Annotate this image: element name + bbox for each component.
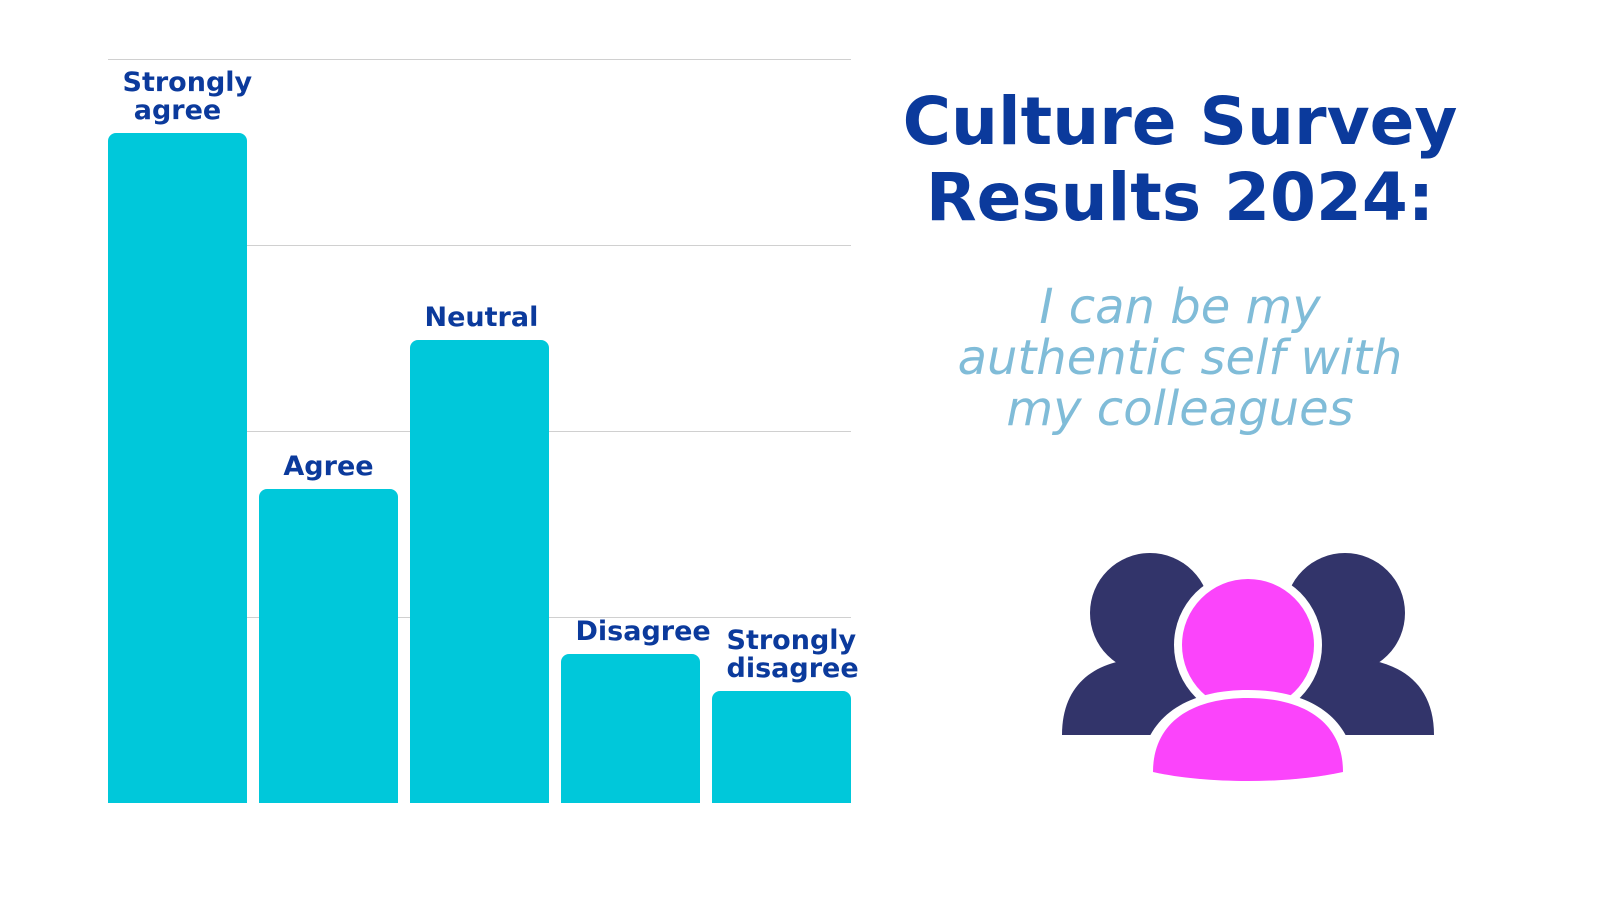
grid-line <box>108 245 851 246</box>
chart-title: Culture Survey Results 2024: <box>902 83 1458 236</box>
category-label: Agree <box>283 450 374 482</box>
category-label: Neutral <box>424 301 539 333</box>
category-label: Disagree <box>575 616 711 648</box>
category-label: Strongly agree <box>122 67 253 127</box>
bar <box>259 488 398 803</box>
people-icon <box>1062 553 1434 781</box>
chart-subtitle: I can be my authentic self with my colle… <box>957 279 1403 437</box>
grid-line <box>108 59 851 60</box>
bar <box>108 133 247 803</box>
bar <box>410 339 549 803</box>
bar <box>561 654 700 803</box>
category-label: Strongly disagree <box>726 625 859 685</box>
bar <box>712 691 851 803</box>
